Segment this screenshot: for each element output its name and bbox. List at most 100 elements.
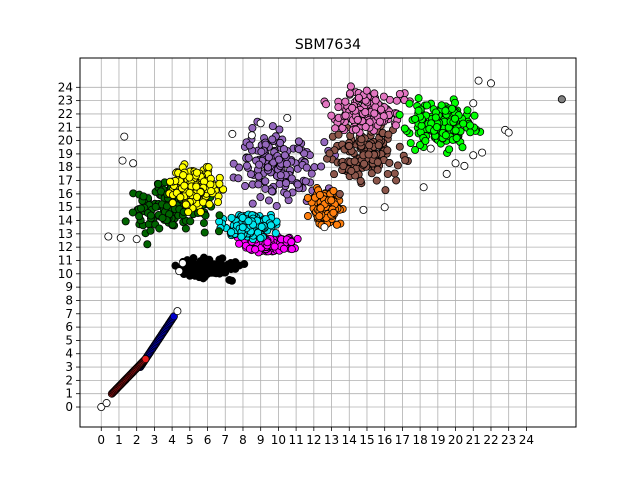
cluster-point [441,131,450,140]
outlier-point [478,148,487,157]
cluster-point [302,163,311,172]
cluster-point [176,193,185,202]
cluster-point [215,269,224,278]
y-tick-label: 1 [65,387,73,401]
cluster-point [557,95,566,104]
y-tick-label: 8 [65,293,73,307]
cluster-point [263,238,272,247]
cluster-point [264,153,273,162]
cluster-point [325,149,334,158]
cluster-point [261,184,270,193]
cluster-point [294,145,303,154]
cluster-point [168,198,177,207]
x-tick-label: 17 [395,433,410,447]
cluster-point [274,155,283,164]
cluster-point [414,94,423,103]
cluster-point [327,111,336,120]
cluster-point [450,114,459,123]
cluster-point [415,140,424,149]
y-tick-label: 24 [58,80,73,94]
cluster-point [463,106,472,115]
cluster-point [238,223,247,232]
outlier-point [451,159,460,168]
cluster-point [282,179,291,188]
cluster-point [322,100,331,109]
x-tick-label: 11 [288,433,303,447]
outlier-point [132,235,141,244]
cluster-point [384,130,393,139]
cluster-point [268,135,277,144]
y-tick-label: 7 [65,307,73,321]
cluster-point [227,276,236,285]
cluster-point [192,193,201,202]
cluster-point [128,208,137,217]
x-tick-label: 2 [133,433,141,447]
x-tick-label: 3 [151,433,159,447]
cluster-point [189,254,198,263]
plot-background [80,58,576,427]
y-tick-label: 18 [58,160,73,174]
y-tick-label: 23 [58,94,73,108]
cluster-point [294,137,303,146]
cluster-point [257,222,266,231]
outlier-point [175,267,184,276]
cluster-point [185,188,194,197]
cluster-point [166,177,175,186]
cluster-point [270,242,279,251]
cluster-point [264,196,273,205]
cluster-point [345,142,354,151]
y-tick-label: 14 [58,214,73,228]
cluster-point [139,192,148,201]
cluster-point [377,105,386,114]
cluster-point [287,174,296,183]
x-tick-label: 13 [324,433,339,447]
cluster-point [395,90,404,99]
cluster-point [282,159,291,168]
cluster-point [315,190,324,199]
x-axis-ticks: 0 1 2 3 4 5 6 7 8 9 10 11 12 13 14 15 16 17 18 19 20 21 22 23 24 [97,427,534,447]
cluster-point [155,224,164,233]
cluster-point [235,239,244,248]
cluster-point [391,121,400,130]
chart-title: SBM7634 [295,37,361,53]
y-tick-label: 13 [58,227,73,241]
cluster-point [215,255,224,264]
cluster-point [375,117,384,126]
cluster-point [196,207,205,216]
y-tick-label: 20 [58,134,73,148]
cluster-point [335,190,344,199]
y-tick-label: 16 [58,187,73,201]
cluster-point [276,138,285,147]
cluster-point [310,163,319,172]
outlier-point [469,151,478,160]
cluster-point [356,176,365,185]
cluster-point [194,267,203,276]
cluster-point [373,165,382,174]
cluster-point [350,157,359,166]
outlier-point [320,223,329,232]
cluster-point [301,177,310,186]
cluster-point [214,198,223,207]
cluster-point [246,170,255,179]
cluster-point [214,227,223,236]
cluster-point [362,86,371,95]
cluster-point [205,200,214,209]
cluster-point [470,111,479,120]
cluster-point [200,228,209,237]
cluster-point [351,125,360,134]
cluster-point [171,261,180,270]
outlier-point [178,259,187,268]
outlier-point [104,232,113,241]
cluster-point [235,261,244,270]
cluster-point [147,211,156,220]
cluster-point [432,123,441,132]
cluster-point [347,166,356,175]
cluster-point [422,101,431,110]
x-tick-label: 8 [239,433,247,447]
cluster-point [151,202,160,211]
cluster-point [276,171,285,180]
cluster-point [379,92,388,101]
cluster-point [256,234,265,243]
